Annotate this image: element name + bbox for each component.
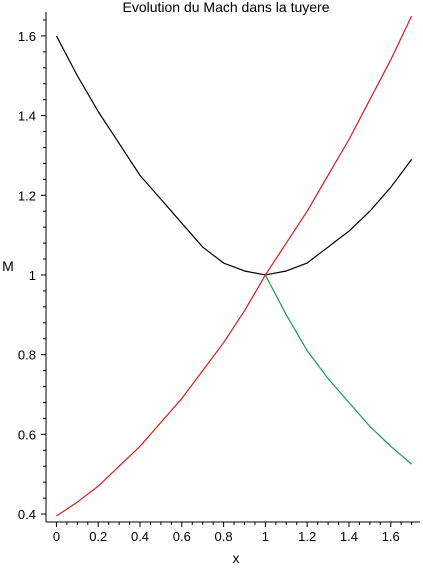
y-ticks: 0.4 0.6 0.8 1 1.2 1.4 1.6 [18,19,46,522]
x-tick-label: 0 [53,529,60,544]
y-tick-label: 1.6 [18,29,36,44]
series-line-2 [56,15,413,517]
x-tick-label: 0.4 [131,529,149,544]
y-tick-label: 0.8 [18,348,36,363]
x-tick-label: 1 [262,529,269,544]
y-tick-label: 0.4 [18,507,36,522]
y-tick-label: 1 [29,268,36,283]
x-tick-label: 0.8 [215,529,233,544]
y-tick-label: 1.4 [18,109,36,124]
x-tick-label: 0.6 [173,529,191,544]
x-tick-label: 1.2 [298,529,316,544]
x-tick-label: 0.2 [89,529,107,544]
y-tick-label: 0.6 [18,427,36,442]
chart-title: Evolution du Mach dans la tuyere [122,0,329,15]
y-axis-title: M [2,258,14,274]
series-line-3 [264,274,413,465]
x-tick-label: 1.6 [382,529,400,544]
x-ticks: 0 0.2 0.4 0.6 0.8 1 1.2 1.4 1.6 [53,522,413,544]
series-line-1 [55,35,413,276]
y-tick-label: 1.2 [18,188,36,203]
x-axis-title: x [233,550,240,566]
x-tick-label: 1.4 [340,529,358,544]
series-group [55,15,413,517]
